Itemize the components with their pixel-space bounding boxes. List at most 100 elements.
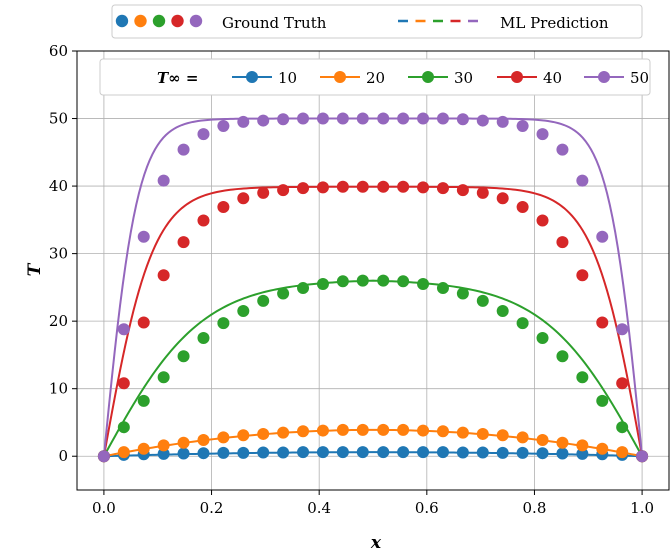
legend-label-50: 50 [630, 69, 649, 87]
legend-marker-20 [334, 71, 346, 83]
ground-truth-point-50 [496, 115, 509, 128]
series-legend: T∞ = 10 20 30 40 50 [99, 58, 651, 96]
y-tick-label: 50 [49, 110, 68, 128]
ground-truth-point-30 [157, 371, 170, 384]
y-tick-label: 10 [49, 380, 68, 398]
ground-truth-point-50 [137, 230, 150, 243]
ground-truth-point-50 [316, 112, 329, 125]
x-axis-label: x [370, 533, 382, 553]
prediction-line-40 [102, 185, 644, 457]
ground-truth-point-40 [316, 181, 329, 194]
series-legend-entries: 10 20 30 40 50 [232, 69, 649, 87]
ground-truth-point-20 [157, 439, 170, 452]
ground-truth-point-50 [356, 112, 369, 125]
ground-truth-point-40 [297, 182, 310, 195]
legend-ground-truth-marker-50 [189, 14, 203, 28]
ground-truth-label: Ground Truth [222, 14, 327, 32]
ground-truth-point-50 [636, 450, 649, 463]
ground-truth-point-50 [536, 128, 549, 141]
ground-truth-point-40 [397, 180, 410, 193]
ground-truth-point-20 [516, 431, 529, 444]
ground-truth-point-10 [257, 446, 270, 459]
ground-truth-point-20 [217, 431, 230, 444]
ground-truth-point-30 [237, 305, 250, 318]
ground-truth-point-50 [377, 112, 390, 125]
ground-truth-point-10 [356, 446, 369, 459]
ground-truth-point-10 [237, 446, 250, 459]
ground-truth-point-10 [277, 446, 290, 459]
ground-truth-point-30 [137, 394, 150, 407]
ground-truth-point-40 [137, 316, 150, 329]
ground-truth-point-50 [277, 113, 290, 126]
top-legend: Ground Truth ML Prediction [111, 4, 643, 39]
ground-truth-point-40 [237, 192, 250, 205]
ground-truth-point-30 [297, 282, 310, 295]
y-tick-label: 20 [49, 312, 68, 330]
ground-truth-point-50 [237, 115, 250, 128]
ground-truth-point-40 [436, 182, 449, 195]
y-axis-label: T [25, 262, 45, 276]
ground-truth-point-50 [456, 113, 469, 126]
ground-truth-point-30 [377, 274, 390, 287]
legend-marker-10 [246, 71, 258, 83]
x-tick-label: 0.2 [200, 499, 224, 517]
ground-truth-point-40 [157, 269, 170, 282]
ground-truth-point-40 [576, 269, 589, 282]
ground-truth-point-50 [436, 112, 449, 125]
ground-truth-point-10 [516, 446, 529, 459]
ground-truth-point-50 [596, 230, 609, 243]
ground-truth-point-10 [297, 446, 310, 459]
ground-truth-point-20 [177, 436, 190, 449]
ground-truth-point-30 [177, 350, 190, 363]
ground-truth-point-20 [496, 429, 509, 442]
ground-truth-point-40 [257, 186, 270, 199]
y-ticks: 0 10 20 30 40 50 60 [49, 42, 77, 465]
prediction-line-50 [102, 117, 644, 457]
ground-truth-point-30 [496, 305, 509, 318]
ground-truth-point-40 [456, 184, 469, 197]
y-tick-label: 30 [49, 245, 68, 263]
legend-ground-truth-marker-30 [152, 14, 166, 28]
top-legend-box [111, 4, 643, 39]
legend-label-10: 10 [278, 69, 297, 87]
ground-truth-point-50 [576, 174, 589, 187]
ground-truth-point-20 [536, 434, 549, 447]
ground-truth-point-40 [117, 377, 130, 390]
ground-truth-point-40 [476, 186, 489, 199]
ground-truth-point-30 [117, 421, 130, 434]
ground-truth-point-20 [257, 427, 270, 440]
ground-truth-point-10 [397, 446, 410, 459]
ground-truth-point-10 [157, 447, 170, 460]
series-points [97, 112, 649, 463]
ground-truth-point-30 [456, 287, 469, 300]
ground-truth-point-30 [336, 275, 349, 288]
ground-truth-point-10 [377, 446, 390, 459]
ground-truth-point-50 [97, 450, 110, 463]
ground-truth-point-50 [297, 112, 310, 125]
ground-truth-point-30 [616, 421, 629, 434]
ground-truth-point-20 [556, 436, 569, 449]
plot-frame [76, 50, 670, 491]
ground-truth-point-30 [277, 287, 290, 300]
ground-truth-point-40 [277, 184, 290, 197]
ground-truth-point-10 [476, 446, 489, 459]
x-tick-label: 0.0 [92, 499, 116, 517]
ground-truth-point-30 [397, 275, 410, 288]
legend-label-40: 40 [543, 69, 562, 87]
ground-truth-point-30 [596, 394, 609, 407]
ground-truth-point-40 [377, 180, 390, 193]
ground-truth-point-10 [336, 446, 349, 459]
ground-truth-point-30 [516, 317, 529, 330]
series-lines [102, 117, 644, 458]
ground-truth-point-10 [536, 447, 549, 460]
x-tick-label: 1.0 [630, 499, 654, 517]
series-legend-box [99, 58, 651, 96]
ground-truth-point-20 [576, 439, 589, 452]
ground-truth-point-20 [297, 425, 310, 438]
legend-ground-truth-marker-20 [134, 14, 147, 28]
ground-truth-point-20 [117, 446, 130, 459]
ground-truth-point-10 [197, 447, 210, 460]
ground-truth-point-30 [556, 350, 569, 363]
ground-truth-point-40 [197, 214, 210, 227]
